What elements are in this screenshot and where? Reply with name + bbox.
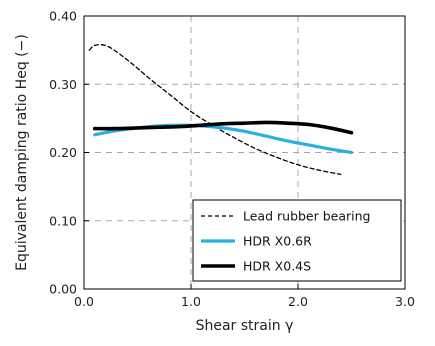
series-line-hdr-x0-4s	[92, 120, 354, 135]
legend-label-hdr-x0-6r: HDR X0.6R	[243, 234, 312, 249]
y-tick-label: 0.30	[49, 77, 77, 92]
series-layer	[88, 44, 354, 175]
y-axis-label: Equivalent damping ratio Heq (−)	[14, 34, 30, 271]
tick-layer: 0.0 1.0 2.0 3.0 0.00 0.10 0.20 0.30 0.40	[49, 9, 415, 310]
legend-label-lead-rubber-bearing: Lead rubber bearing	[243, 209, 371, 224]
legend-label-hdr-x0-4s: HDR X0.4S	[243, 259, 311, 274]
legend: Lead rubber bearing HDR X0.6R HDR X0.4S	[192, 199, 402, 282]
y-tick-label: 0.20	[49, 145, 77, 160]
y-tick-label: 0.10	[49, 213, 77, 228]
y-tick-label: 0.40	[49, 9, 77, 24]
series-line-lead-rubber-bearing	[88, 44, 342, 175]
x-tick-label: 1.0	[181, 294, 201, 309]
x-tick-label: 2.0	[288, 294, 308, 309]
x-axis-label: Shear strain γ	[196, 318, 294, 334]
x-tick-label: 3.0	[395, 294, 415, 309]
x-tick-label: 0.0	[74, 294, 94, 309]
y-tick-label: 0.00	[49, 282, 77, 297]
